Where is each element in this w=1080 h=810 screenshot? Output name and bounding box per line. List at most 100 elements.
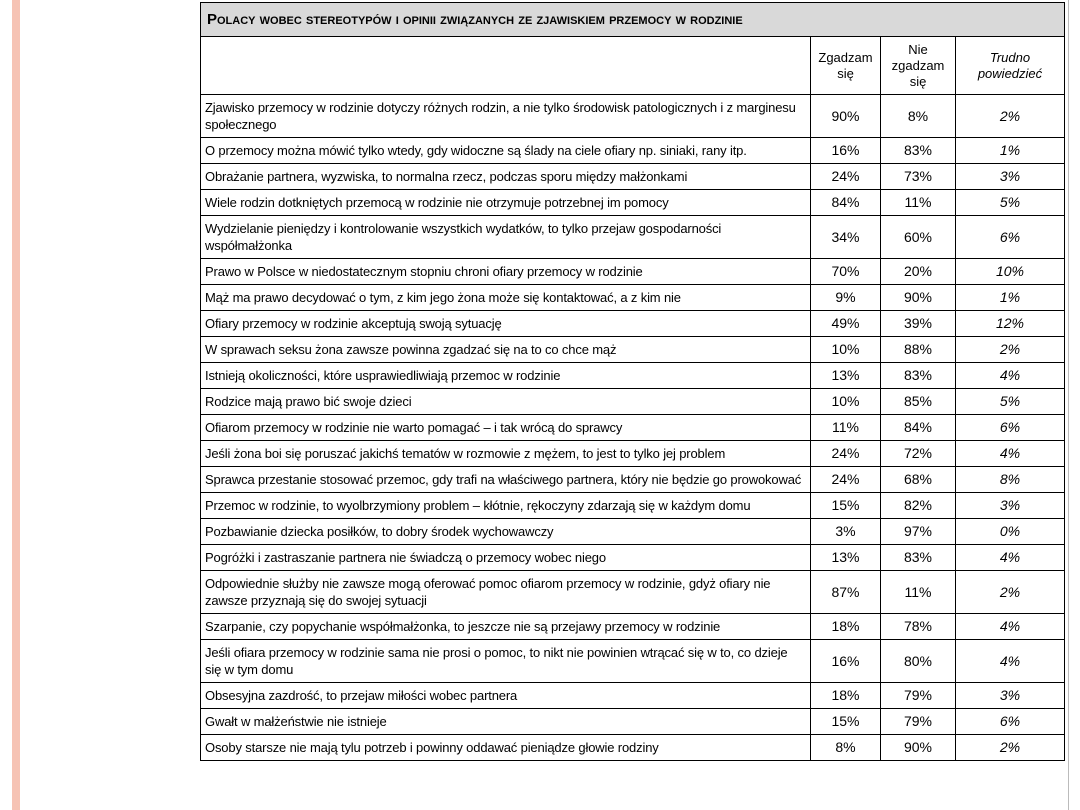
table-row: Pozbawianie dziecka posiłków, to dobry ś… [200, 518, 1065, 545]
hard-to-say-value: 2% [955, 570, 1065, 614]
hard-to-say-value: 6% [955, 215, 1065, 259]
agree-value: 24% [810, 466, 881, 493]
table-row: Mąż ma prawo decydować o tym, z kim jego… [200, 284, 1065, 311]
table-row: Szarpanie, czy popychanie współmałżonka,… [200, 613, 1065, 640]
disagree-value: 11% [880, 189, 956, 216]
hard-to-say-value: 4% [955, 440, 1065, 467]
disagree-value: 80% [880, 639, 956, 683]
agree-value: 11% [810, 414, 881, 441]
disagree-value: 79% [880, 708, 956, 735]
statement: Zjawisko przemocy w rodzinie dotyczy róż… [200, 94, 811, 138]
table-row: Wiele rodzin dotkniętych przemocą w rodz… [200, 189, 1065, 216]
disagree-value: 79% [880, 682, 956, 709]
table-row: Jeśli ofiara przemocy w rodzinie sama ni… [200, 639, 1065, 683]
agree-value: 9% [810, 284, 881, 311]
hard-to-say-value: 4% [955, 613, 1065, 640]
statement: Ofiary przemocy w rodzinie akceptują swo… [200, 310, 811, 337]
disagree-value: 85% [880, 388, 956, 415]
hard-to-say-value: 4% [955, 544, 1065, 571]
hard-to-say-value: 4% [955, 362, 1065, 389]
agree-value: 49% [810, 310, 881, 337]
agree-value: 87% [810, 570, 881, 614]
table-row: Gwałt w małżeństwie nie istnieje 15% 79% 6% [200, 708, 1065, 735]
disagree-value: 83% [880, 137, 956, 164]
hard-to-say-value: 6% [955, 708, 1065, 735]
margin-line [12, 0, 20, 810]
disagree-value: 84% [880, 414, 956, 441]
agree-value: 24% [810, 163, 881, 190]
statement: Pozbawianie dziecka posiłków, to dobry ś… [200, 518, 811, 545]
disagree-value: 82% [880, 492, 956, 519]
table-row: O przemocy można mówić tylko wtedy, gdy … [200, 137, 1065, 164]
disagree-value: 90% [880, 284, 956, 311]
title-row: Polacy wobec stereotypów i opinii związa… [200, 2, 1065, 37]
hard-to-say-value: 2% [955, 94, 1065, 138]
header-disagree: Nie zgadzam się [880, 36, 956, 95]
statement: Mąż ma prawo decydować o tym, z kim jego… [200, 284, 811, 311]
agree-value: 8% [810, 734, 881, 761]
table-row: Odpowiednie służby nie zawsze mogą ofero… [200, 570, 1065, 614]
table-title: Polacy wobec stereotypów i opinii związa… [200, 2, 1065, 37]
hard-to-say-value: 3% [955, 163, 1065, 190]
header-agree: Zgadzam się [810, 36, 881, 95]
statement: Obsesyjna zazdrość, to przejaw miłości w… [200, 682, 811, 709]
statement: Ofiarom przemocy w rodzinie nie warto po… [200, 414, 811, 441]
agree-value: 3% [810, 518, 881, 545]
agree-value: 15% [810, 492, 881, 519]
agree-value: 70% [810, 258, 881, 285]
statement: Wiele rodzin dotkniętych przemocą w rodz… [200, 189, 811, 216]
header-row: Zgadzam się Nie zgadzam się Trudno powie… [200, 36, 1065, 95]
statement: Istnieją okoliczności, które usprawiedli… [200, 362, 811, 389]
table-row: Obrażanie partnera, wyzwiska, to normaln… [200, 163, 1065, 190]
table-row: Prawo w Polsce w niedostatecznym stopniu… [200, 258, 1065, 285]
agree-value: 90% [810, 94, 881, 138]
statement: Gwałt w małżeństwie nie istnieje [200, 708, 811, 735]
table-row: Ofiarom przemocy w rodzinie nie warto po… [200, 414, 1065, 441]
table-row: W sprawach seksu żona zawsze powinna zga… [200, 336, 1065, 363]
table-row: Osoby starsze nie mają tylu potrzeb i po… [200, 734, 1065, 761]
statement: Osoby starsze nie mają tylu potrzeb i po… [200, 734, 811, 761]
agree-value: 18% [810, 682, 881, 709]
statement: O przemocy można mówić tylko wtedy, gdy … [200, 137, 811, 164]
disagree-value: 78% [880, 613, 956, 640]
agree-value: 10% [810, 336, 881, 363]
disagree-value: 90% [880, 734, 956, 761]
agree-value: 24% [810, 440, 881, 467]
hard-to-say-value: 12% [955, 310, 1065, 337]
disagree-value: 60% [880, 215, 956, 259]
table-row: Istnieją okoliczności, które usprawiedli… [200, 362, 1065, 389]
statement: Rodzice mają prawo bić swoje dzieci [200, 388, 811, 415]
statement: W sprawach seksu żona zawsze powinna zga… [200, 336, 811, 363]
header-blank [200, 36, 811, 95]
agree-value: 16% [810, 639, 881, 683]
statement: Odpowiednie służby nie zawsze mogą ofero… [200, 570, 811, 614]
disagree-value: 73% [880, 163, 956, 190]
table-row: Sprawca przestanie stosować przemoc, gdy… [200, 466, 1065, 493]
agree-value: 84% [810, 189, 881, 216]
frame-line [1068, 0, 1069, 810]
statement: Jeśli żona boi się poruszać jakichś tema… [200, 440, 811, 467]
header-hard-to-say: Trudno powiedzieć [955, 36, 1065, 95]
table-row: Pogróżki i zastraszanie partnera nie świ… [200, 544, 1065, 571]
agree-value: 15% [810, 708, 881, 735]
disagree-value: 11% [880, 570, 956, 614]
statement: Jeśli ofiara przemocy w rodzinie sama ni… [200, 639, 811, 683]
hard-to-say-value: 0% [955, 518, 1065, 545]
disagree-value: 83% [880, 362, 956, 389]
statement: Obrażanie partnera, wyzwiska, to normaln… [200, 163, 811, 190]
disagree-value: 20% [880, 258, 956, 285]
disagree-value: 88% [880, 336, 956, 363]
hard-to-say-value: 6% [955, 414, 1065, 441]
disagree-value: 8% [880, 94, 956, 138]
statement: Przemoc w rodzinie, to wyolbrzymiony pro… [200, 492, 811, 519]
hard-to-say-value: 5% [955, 189, 1065, 216]
table-row: Przemoc w rodzinie, to wyolbrzymiony pro… [200, 492, 1065, 519]
statement: Pogróżki i zastraszanie partnera nie świ… [200, 544, 811, 571]
hard-to-say-value: 8% [955, 466, 1065, 493]
agree-value: 13% [810, 362, 881, 389]
table-row: Rodzice mają prawo bić swoje dzieci 10% 85… [200, 388, 1065, 415]
agree-value: 10% [810, 388, 881, 415]
disagree-value: 68% [880, 466, 956, 493]
survey-table: Polacy wobec stereotypów i opinii związa… [200, 2, 1065, 761]
